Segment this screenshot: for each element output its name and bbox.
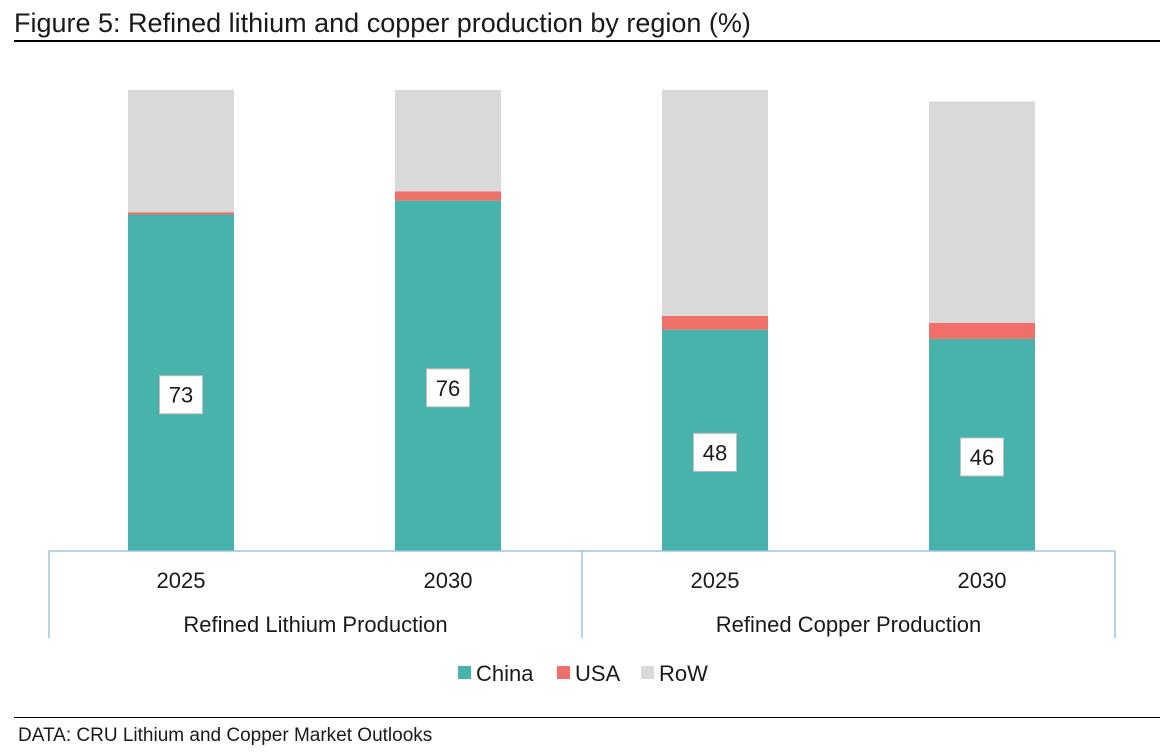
legend: China USA RoW xyxy=(458,661,708,686)
tick-label-3: 2030 xyxy=(958,568,1007,593)
bar-row-0 xyxy=(128,90,234,213)
group-label-0: Refined Lithium Production xyxy=(183,612,447,637)
group-label-1: Refined Copper Production xyxy=(716,612,981,637)
chart-title: Figure 5: Refined lithium and copper pro… xyxy=(14,8,751,38)
source-note: DATA: CRU Lithium and Copper Market Outl… xyxy=(18,725,433,746)
legend-item-row: RoW xyxy=(641,661,708,686)
bar-usa-2 xyxy=(662,315,768,330)
bar-row-3 xyxy=(929,101,1035,323)
legend-label: RoW xyxy=(659,661,708,686)
data-label-text: 46 xyxy=(970,445,994,470)
data-label-3: 46 xyxy=(960,437,1004,477)
bars-layer xyxy=(128,90,1035,551)
bar-row-1 xyxy=(395,90,501,192)
data-label-box xyxy=(426,368,470,408)
tick-label-2: 2025 xyxy=(691,568,740,593)
data-label-box xyxy=(960,437,1004,477)
bar-usa-1 xyxy=(395,191,501,201)
data-label-1: 76 xyxy=(426,368,470,408)
legend-swatch xyxy=(557,666,570,679)
data-label-2: 48 xyxy=(693,432,737,472)
legend-label: USA xyxy=(575,661,621,686)
source-rule xyxy=(14,717,1160,718)
data-labels-layer: 73 76 48 46 xyxy=(159,368,1004,477)
legend-item-usa: USA xyxy=(557,661,621,686)
data-label-box xyxy=(693,432,737,472)
tick-label-0: 2025 xyxy=(157,568,206,593)
legend-swatch xyxy=(641,666,654,679)
title-rule xyxy=(14,40,1160,42)
data-label-text: 73 xyxy=(169,383,193,408)
legend-label: China xyxy=(476,661,534,686)
legend-swatch xyxy=(458,666,471,679)
bar-usa-0 xyxy=(128,212,234,215)
legend-item-china: China xyxy=(458,661,534,686)
data-label-text: 48 xyxy=(703,440,727,465)
data-label-box xyxy=(159,375,203,415)
category-axis: 2025 2030 2025 2030 Refined Lithium Producti… xyxy=(48,550,1116,638)
tick-label-1: 2030 xyxy=(424,568,473,593)
bar-usa-3 xyxy=(929,322,1035,339)
bar-row-2 xyxy=(662,90,768,316)
data-label-0: 73 xyxy=(159,375,203,415)
stacked-bar-chart: 73 76 48 46 2025 2030 2025 2030 Refined Lithium… xyxy=(48,90,1116,686)
data-label-text: 76 xyxy=(436,376,460,401)
